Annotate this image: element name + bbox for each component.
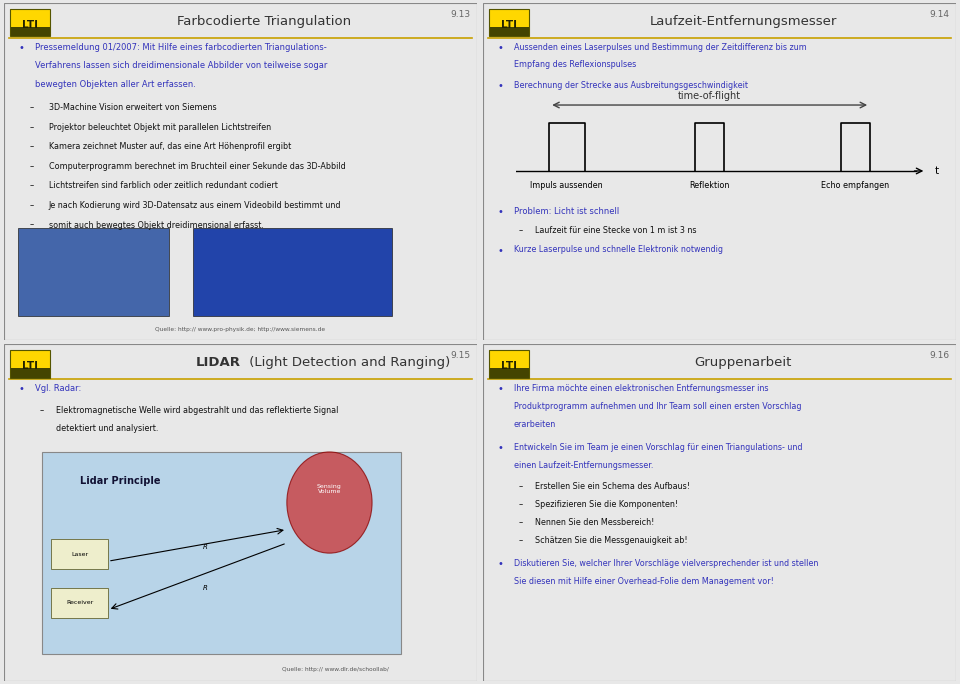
Bar bbox=[41, 452, 401, 655]
Text: somit auch bewegtes Objekt dreidimensional erfasst.: somit auch bewegtes Objekt dreidimension… bbox=[49, 220, 264, 230]
Text: –: – bbox=[30, 220, 35, 230]
Text: •: • bbox=[497, 443, 503, 453]
Text: •: • bbox=[497, 42, 503, 53]
Text: Erstellen Sie ein Schema des Aufbaus!: Erstellen Sie ein Schema des Aufbaus! bbox=[535, 482, 690, 491]
Text: 9.14: 9.14 bbox=[929, 10, 949, 19]
Text: (Light Detection and Ranging): (Light Detection and Ranging) bbox=[245, 356, 450, 369]
Bar bbox=[18, 228, 170, 316]
Text: Quelle: http:// www.dlr.de/schoollab/: Quelle: http:// www.dlr.de/schoollab/ bbox=[281, 667, 389, 672]
Text: Kurze Laserpulse und schnelle Elektronik notwendig: Kurze Laserpulse und schnelle Elektronik… bbox=[514, 245, 723, 254]
Text: 3D-Machine Vision erweitert von Siemens: 3D-Machine Vision erweitert von Siemens bbox=[49, 103, 216, 112]
Text: Laufzeit-Entfernungsmesser: Laufzeit-Entfernungsmesser bbox=[650, 15, 837, 28]
Bar bbox=[10, 27, 50, 36]
Text: einen Laufzeit-Entfernungsmesser.: einen Laufzeit-Entfernungsmesser. bbox=[514, 461, 653, 470]
Text: R: R bbox=[203, 544, 207, 550]
Bar bbox=[489, 27, 529, 36]
Text: –: – bbox=[518, 226, 522, 235]
Text: Aussenden eines Laserpulses und Bestimmung der Zeitdifferenz bis zum: Aussenden eines Laserpulses und Bestimmu… bbox=[514, 42, 806, 51]
Text: •: • bbox=[18, 384, 24, 394]
Text: –: – bbox=[518, 536, 522, 544]
Text: Kamera zeichnet Muster auf, das eine Art Höhenprofil ergibt: Kamera zeichnet Muster auf, das eine Art… bbox=[49, 142, 291, 151]
Text: Gruppenarbeit: Gruppenarbeit bbox=[694, 356, 792, 369]
Text: •: • bbox=[497, 559, 503, 569]
Text: Quelle: http:// www.pro-physik.de; http://www.siemens.de: Quelle: http:// www.pro-physik.de; http:… bbox=[156, 326, 325, 332]
Bar bbox=[10, 350, 50, 378]
Text: –: – bbox=[518, 482, 522, 491]
Text: Sie diesen mit Hilfe einer Overhead-Folie dem Management vor!: Sie diesen mit Hilfe einer Overhead-Foli… bbox=[514, 577, 774, 586]
Text: Spezifizieren Sie die Komponenten!: Spezifizieren Sie die Komponenten! bbox=[535, 500, 678, 509]
Text: Vgl. Radar:: Vgl. Radar: bbox=[35, 384, 81, 393]
Text: •: • bbox=[497, 81, 503, 91]
Text: Entwickeln Sie im Team je einen Vorschlag für einen Triangulations- und: Entwickeln Sie im Team je einen Vorschla… bbox=[514, 443, 803, 452]
Text: erarbeiten: erarbeiten bbox=[514, 419, 556, 429]
Bar bbox=[10, 9, 50, 36]
Text: –: – bbox=[518, 518, 522, 527]
Text: Produktprogramm aufnehmen und Ihr Team soll einen ersten Vorschlag: Produktprogramm aufnehmen und Ihr Team s… bbox=[514, 402, 802, 410]
Text: LTI: LTI bbox=[501, 361, 516, 371]
Bar bbox=[193, 228, 392, 316]
Bar bbox=[10, 350, 50, 368]
Text: Pressemeldung 01/2007: Mit Hilfe eines farbcodierten Triangulations-: Pressemeldung 01/2007: Mit Hilfe eines f… bbox=[35, 42, 326, 51]
Text: Lidar Principle: Lidar Principle bbox=[80, 475, 160, 486]
Text: Schätzen Sie die Messgenauigkeit ab!: Schätzen Sie die Messgenauigkeit ab! bbox=[535, 536, 687, 544]
Text: –: – bbox=[30, 162, 35, 171]
Text: –: – bbox=[518, 500, 522, 509]
Text: •: • bbox=[497, 207, 503, 217]
Text: LTI: LTI bbox=[22, 361, 37, 371]
Text: 9.15: 9.15 bbox=[450, 352, 470, 360]
Text: Laser: Laser bbox=[71, 551, 88, 557]
Bar bbox=[10, 9, 50, 27]
Text: Je nach Kodierung wird 3D-Datensatz aus einem Videobild bestimmt und: Je nach Kodierung wird 3D-Datensatz aus … bbox=[49, 201, 342, 210]
Text: Ihre Firma möchte einen elektronischen Entfernungsmesser ins: Ihre Firma möchte einen elektronischen E… bbox=[514, 384, 768, 393]
Text: Receiver: Receiver bbox=[66, 600, 93, 605]
Ellipse shape bbox=[287, 452, 372, 553]
Text: –: – bbox=[30, 103, 35, 112]
Text: LTI: LTI bbox=[501, 20, 516, 30]
Text: –: – bbox=[30, 142, 35, 151]
Text: Elektromagnetische Welle wird abgestrahlt und das reflektierte Signal: Elektromagnetische Welle wird abgestrahl… bbox=[56, 406, 338, 415]
Text: Problem: Licht ist schnell: Problem: Licht ist schnell bbox=[514, 207, 619, 215]
Text: Projektor beleuchtet Objekt mit parallelen Lichtstreifen: Projektor beleuchtet Objekt mit parallel… bbox=[49, 123, 271, 132]
Text: Diskutieren Sie, welcher Ihrer Vorschläge vielversprechender ist und stellen: Diskutieren Sie, welcher Ihrer Vorschläg… bbox=[514, 559, 818, 568]
Text: detektiert und analysiert.: detektiert und analysiert. bbox=[56, 423, 158, 433]
Bar bbox=[489, 350, 529, 378]
Bar bbox=[51, 539, 108, 569]
Text: Berechnung der Strecke aus Ausbreitungsgeschwindigkeit: Berechnung der Strecke aus Ausbreitungsg… bbox=[514, 81, 748, 90]
Bar bbox=[489, 9, 529, 36]
Bar bbox=[489, 350, 529, 368]
Bar bbox=[10, 368, 50, 378]
Text: Verfahrens lassen sich dreidimensionale Abbilder von teilweise sogar: Verfahrens lassen sich dreidimensionale … bbox=[35, 61, 327, 70]
Bar bbox=[51, 588, 108, 618]
Text: Computerprogramm berechnet im Bruchteil einer Sekunde das 3D-Abbild: Computerprogramm berechnet im Bruchteil … bbox=[49, 162, 346, 171]
Text: –: – bbox=[39, 406, 43, 415]
Text: LIDAR: LIDAR bbox=[196, 356, 240, 369]
Text: LTI: LTI bbox=[22, 20, 37, 30]
Text: •: • bbox=[497, 246, 503, 256]
Bar bbox=[489, 368, 529, 378]
Text: 9.16: 9.16 bbox=[929, 352, 949, 360]
Text: Farbcodierte Triangulation: Farbcodierte Triangulation bbox=[177, 15, 351, 28]
Text: –: – bbox=[30, 181, 35, 190]
Text: bewegten Objekten aller Art erfassen.: bewegten Objekten aller Art erfassen. bbox=[35, 79, 196, 89]
Text: Lichtstreifen sind farblich oder zeitlich redundant codiert: Lichtstreifen sind farblich oder zeitlic… bbox=[49, 181, 277, 190]
Bar bbox=[489, 9, 529, 27]
Text: Nennen Sie den Messbereich!: Nennen Sie den Messbereich! bbox=[535, 518, 655, 527]
Text: –: – bbox=[30, 123, 35, 132]
Text: Sensing
Volume: Sensing Volume bbox=[317, 484, 342, 495]
Text: Laufzeit für eine Stecke von 1 m ist 3 ns: Laufzeit für eine Stecke von 1 m ist 3 n… bbox=[535, 226, 696, 235]
Text: •: • bbox=[18, 42, 24, 53]
Text: –: – bbox=[30, 201, 35, 210]
Text: R: R bbox=[203, 585, 207, 590]
Text: Empfang des Reflexionspulses: Empfang des Reflexionspulses bbox=[514, 60, 636, 69]
Text: •: • bbox=[497, 384, 503, 394]
Text: 9.13: 9.13 bbox=[450, 10, 470, 19]
